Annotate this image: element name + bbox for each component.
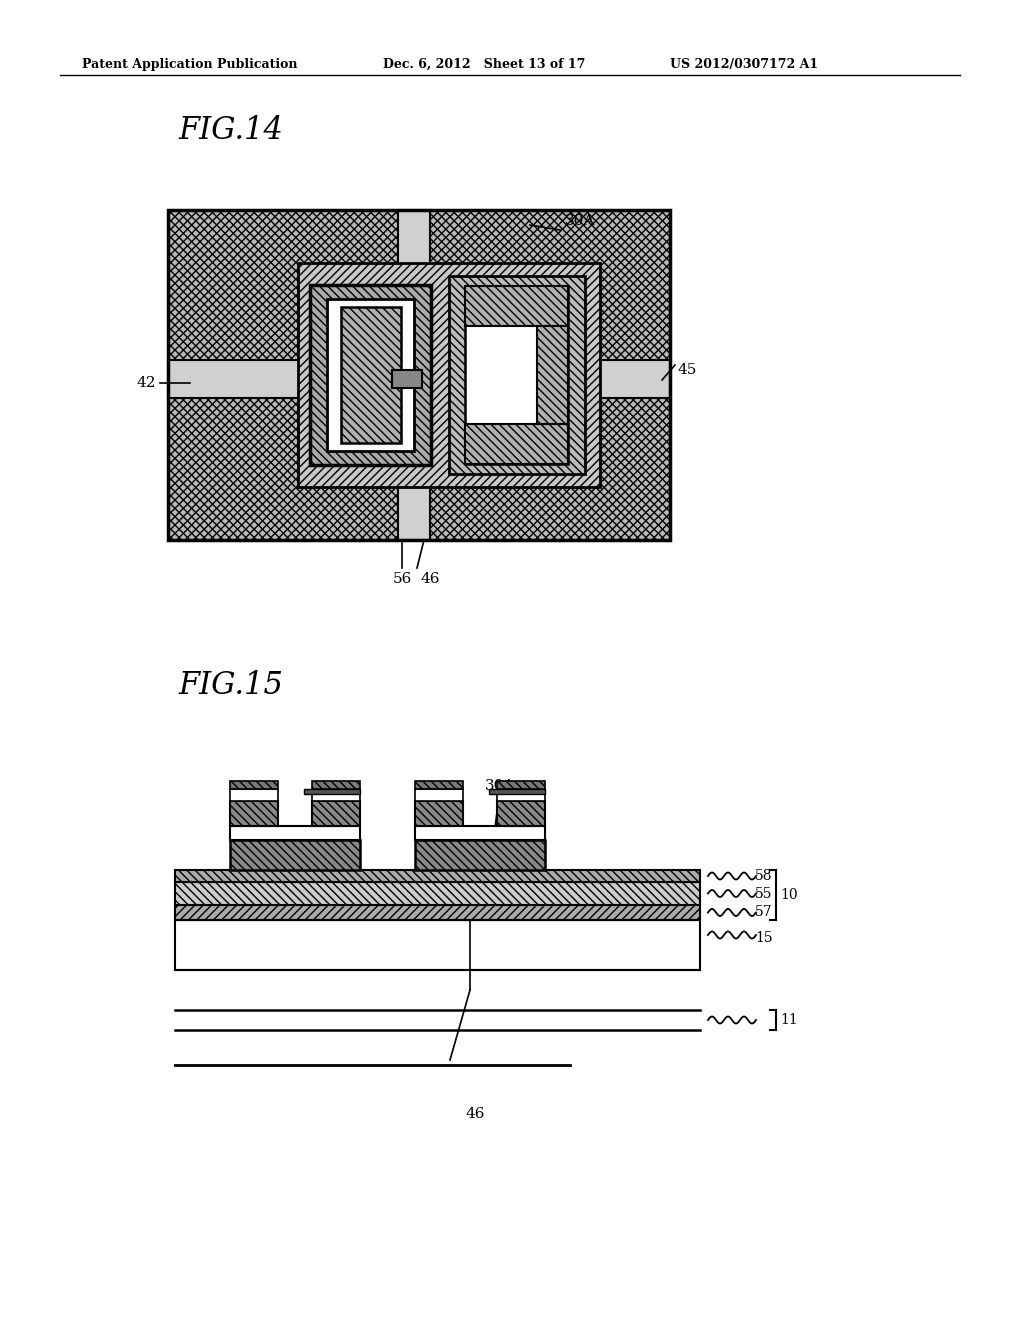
Bar (230, 840, 360, 870)
Text: Patent Application Publication: Patent Application Publication (82, 58, 298, 71)
Bar (168, 210, 670, 540)
Bar (298, 263, 600, 487)
Bar (341, 306, 400, 444)
Bar (449, 276, 585, 474)
Bar (398, 210, 430, 540)
Text: Dec. 6, 2012   Sheet 13 of 17: Dec. 6, 2012 Sheet 13 of 17 (383, 58, 586, 71)
Bar (312, 801, 360, 826)
Bar (310, 285, 431, 465)
Text: 55: 55 (755, 887, 772, 900)
Bar (168, 210, 670, 540)
Text: US 2012/0307172 A1: US 2012/0307172 A1 (670, 58, 818, 71)
Text: 46: 46 (420, 572, 439, 586)
Bar (312, 781, 360, 789)
Text: 30A: 30A (485, 779, 515, 825)
Bar (415, 826, 545, 840)
Bar (304, 789, 360, 795)
Bar (415, 789, 463, 801)
Bar (230, 801, 278, 826)
Bar (497, 801, 545, 826)
Text: 56: 56 (392, 572, 412, 586)
Text: 15: 15 (755, 931, 773, 945)
Bar (538, 326, 568, 425)
Text: 42: 42 (136, 376, 156, 389)
Text: 57: 57 (755, 906, 773, 920)
Bar (230, 789, 278, 801)
Bar (328, 298, 414, 451)
Bar (415, 840, 545, 870)
Bar (415, 781, 463, 789)
Text: FIG.15: FIG.15 (178, 671, 283, 701)
Bar (230, 826, 360, 840)
Text: 46: 46 (465, 1107, 484, 1121)
Text: 56: 56 (425, 781, 464, 830)
Text: 42: 42 (246, 785, 284, 833)
Text: 11: 11 (780, 1012, 798, 1027)
Bar (415, 801, 463, 826)
Bar (230, 781, 278, 789)
Bar (168, 360, 670, 399)
Text: 30A: 30A (565, 214, 595, 228)
Bar (312, 789, 360, 801)
Text: 58: 58 (755, 869, 772, 883)
Bar (465, 286, 568, 463)
Bar (175, 906, 700, 920)
Bar (465, 286, 568, 326)
Text: FIG.14: FIG.14 (178, 115, 283, 147)
Bar (392, 370, 422, 388)
Bar (497, 781, 545, 789)
Bar (465, 425, 568, 463)
Bar (175, 920, 700, 970)
Bar (497, 789, 545, 801)
Bar (168, 210, 670, 540)
Text: 10: 10 (780, 888, 798, 902)
Bar (175, 882, 700, 906)
Bar (175, 870, 700, 882)
Bar (489, 789, 545, 795)
Text: 45: 45 (678, 363, 697, 378)
